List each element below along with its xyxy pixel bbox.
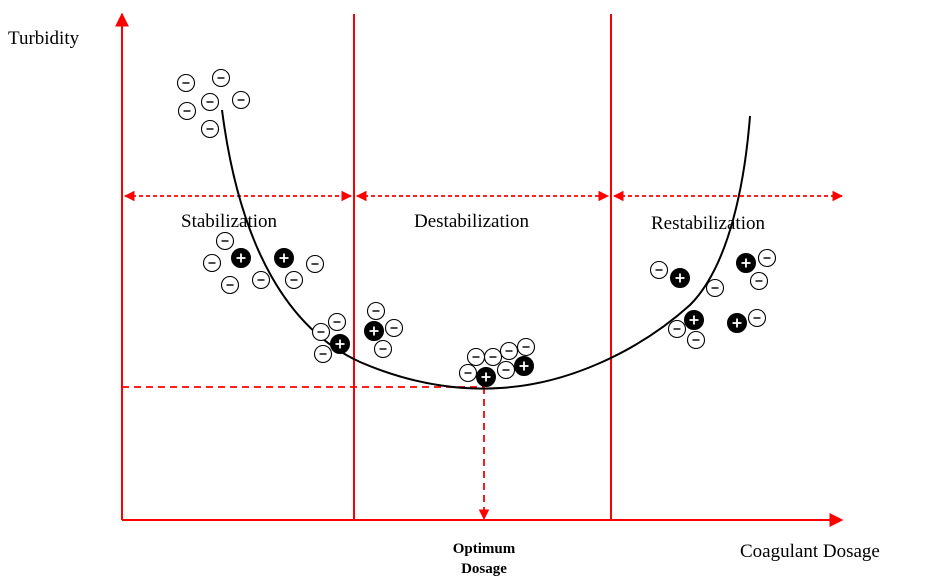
plus-charge-circle-icon bbox=[670, 268, 690, 288]
minus-charge-circle-icon bbox=[466, 347, 486, 367]
optimum-dosage-label-line1: Optimum bbox=[453, 541, 516, 557]
minus-charge-circle-icon bbox=[220, 275, 240, 295]
minus-charge-circle-icon bbox=[311, 322, 331, 342]
plus-charge-circle-icon bbox=[330, 334, 350, 354]
minus-charge-circle-icon bbox=[327, 312, 347, 332]
minus-charge-circle-icon bbox=[757, 248, 777, 268]
minus-charge-circle-icon bbox=[284, 270, 304, 290]
plus-charge-circle-icon bbox=[514, 356, 534, 376]
minus-charge-circle-icon bbox=[202, 253, 222, 273]
plus-charge-circle-icon bbox=[476, 367, 496, 387]
minus-charge-circle-icon bbox=[747, 308, 767, 328]
turbidity-curve bbox=[221, 109, 751, 390]
minus-charge-circle-icon bbox=[305, 254, 325, 274]
minus-charge-circle-icon bbox=[686, 330, 706, 350]
plus-charge-circle-icon bbox=[727, 313, 747, 333]
minus-charge-circle-icon bbox=[749, 271, 769, 291]
optimum-dosage-label-line2: Dosage bbox=[461, 561, 507, 577]
minus-charge-circle-icon bbox=[516, 337, 536, 357]
minus-charge-circle-icon bbox=[373, 339, 393, 359]
minus-charge-circle-icon bbox=[483, 347, 503, 367]
plus-charge-circle-icon bbox=[274, 248, 294, 268]
minus-charge-circle-icon bbox=[231, 90, 251, 110]
minus-charge-circle-icon bbox=[177, 101, 197, 121]
minus-charge-circle-icon bbox=[366, 301, 386, 321]
restabilization-label: Restabilization bbox=[651, 213, 765, 234]
minus-charge-circle-icon bbox=[705, 278, 725, 298]
minus-charge-circle-icon bbox=[458, 363, 478, 383]
minus-charge-circle-icon bbox=[496, 360, 516, 380]
minus-charge-circle-icon bbox=[211, 68, 231, 88]
minus-charge-circle-icon bbox=[176, 73, 196, 93]
minus-charge-circle-icon bbox=[215, 231, 235, 251]
plus-charge-circle-icon bbox=[231, 248, 251, 268]
plus-charge-circle-icon bbox=[736, 253, 756, 273]
plus-charge-circle-icon bbox=[684, 310, 704, 330]
minus-charge-circle-icon bbox=[200, 92, 220, 112]
stabilization-label: Stabilization bbox=[181, 211, 278, 232]
minus-charge-circle-icon bbox=[667, 319, 687, 339]
y-axis-label: Turbidity bbox=[8, 28, 80, 49]
minus-charge-circle-icon bbox=[200, 119, 220, 139]
plus-charge-circle-icon bbox=[364, 321, 384, 341]
minus-charge-circle-icon bbox=[384, 318, 404, 338]
destabilization-label: Destabilization bbox=[414, 211, 530, 232]
minus-charge-circle-icon bbox=[251, 270, 271, 290]
x-axis-label: Coagulant Dosage bbox=[740, 541, 880, 562]
charge-particles bbox=[176, 68, 777, 387]
minus-charge-circle-icon bbox=[649, 260, 669, 280]
minus-charge-circle-icon bbox=[313, 344, 333, 364]
minus-charge-circle-icon bbox=[499, 341, 519, 361]
